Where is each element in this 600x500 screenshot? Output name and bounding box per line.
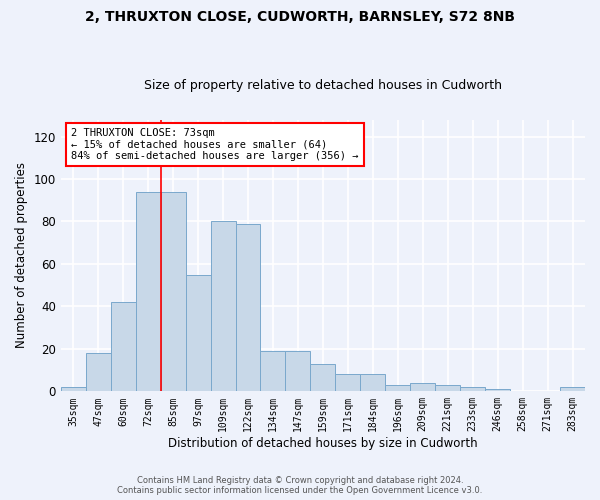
X-axis label: Distribution of detached houses by size in Cudworth: Distribution of detached houses by size … — [168, 437, 478, 450]
Bar — [161, 192, 185, 392]
Bar — [560, 387, 585, 392]
Bar — [86, 353, 111, 392]
Bar — [136, 192, 161, 392]
Bar — [361, 374, 385, 392]
Bar — [460, 387, 485, 392]
Text: 2, THRUXTON CLOSE, CUDWORTH, BARNSLEY, S72 8NB: 2, THRUXTON CLOSE, CUDWORTH, BARNSLEY, S… — [85, 10, 515, 24]
Bar — [385, 385, 410, 392]
Bar — [435, 385, 460, 392]
Bar — [260, 351, 286, 392]
Bar — [310, 364, 335, 392]
Bar — [410, 383, 435, 392]
Bar — [286, 351, 310, 392]
Bar — [485, 389, 510, 392]
Bar — [61, 387, 86, 392]
Bar — [236, 224, 260, 392]
Bar — [185, 274, 211, 392]
Bar — [335, 374, 361, 392]
Title: Size of property relative to detached houses in Cudworth: Size of property relative to detached ho… — [144, 79, 502, 92]
Bar — [111, 302, 136, 392]
Text: 2 THRUXTON CLOSE: 73sqm
← 15% of detached houses are smaller (64)
84% of semi-de: 2 THRUXTON CLOSE: 73sqm ← 15% of detache… — [71, 128, 359, 161]
Bar — [211, 222, 236, 392]
Y-axis label: Number of detached properties: Number of detached properties — [15, 162, 28, 348]
Text: Contains HM Land Registry data © Crown copyright and database right 2024.
Contai: Contains HM Land Registry data © Crown c… — [118, 476, 482, 495]
